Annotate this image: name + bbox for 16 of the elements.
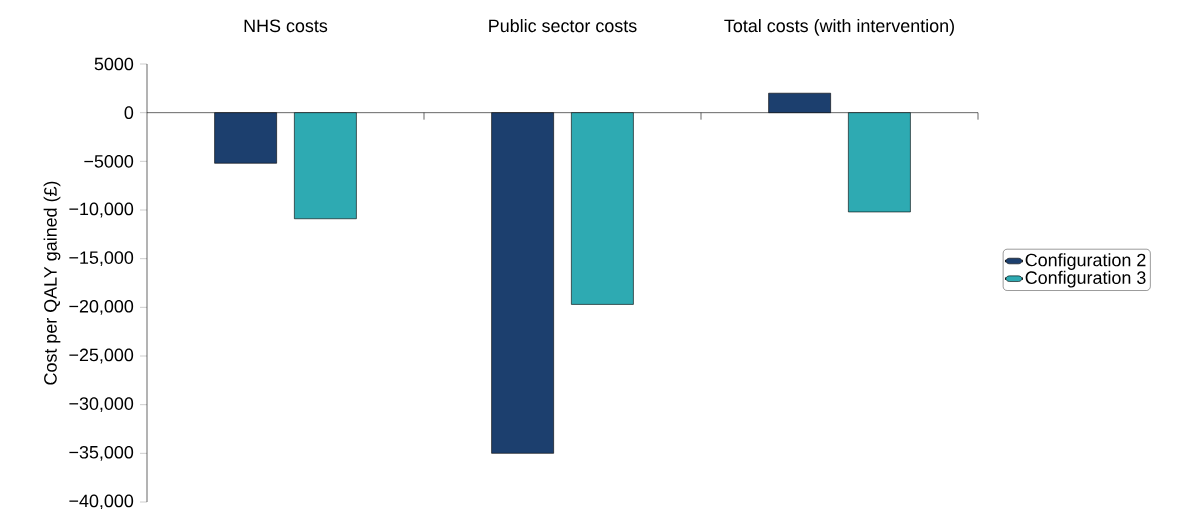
- y-tick-label: −5000: [84, 154, 134, 168]
- x-tick-label: NHS costs: [244, 19, 328, 33]
- y-tick-label: 0: [124, 106, 134, 120]
- y-tick-label: −40,000: [69, 494, 134, 509]
- legend-label: Configuration 3: [1025, 270, 1146, 288]
- legend-label: Configuration 2: [1025, 253, 1146, 270]
- x-tick-label: Total costs (with intervention): [724, 19, 954, 36]
- y-tick-label: −25,000: [69, 348, 134, 364]
- y-tick-label: −10,000: [69, 202, 134, 218]
- y-tick-label: 5000: [94, 57, 134, 71]
- y-tick-label: −20,000: [69, 299, 134, 315]
- y-axis-title: Cost per QALY gained (£): [43, 181, 61, 385]
- y-tick-label: −35,000: [69, 445, 134, 461]
- x-tick-label: Public sector costs: [489, 19, 637, 33]
- y-tick-label: −30,000: [69, 397, 134, 413]
- y-tick-label: −15,000: [69, 251, 134, 267]
